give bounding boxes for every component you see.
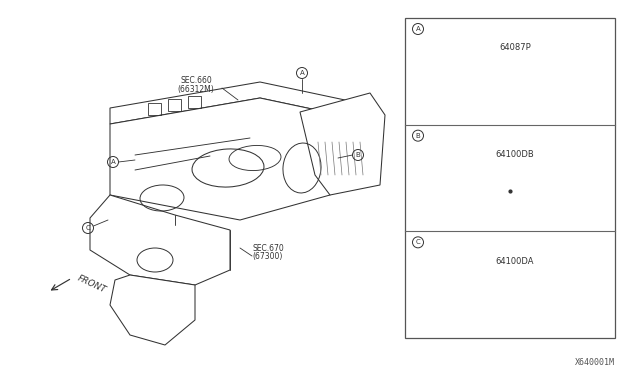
Text: B: B [415,133,420,139]
Text: 64100DB: 64100DB [495,150,534,159]
Ellipse shape [492,289,528,304]
Text: C: C [86,225,90,231]
Polygon shape [110,98,345,220]
Text: FRONT: FRONT [76,274,108,295]
Polygon shape [110,275,195,345]
Polygon shape [110,82,345,124]
Ellipse shape [506,82,514,86]
Text: C: C [415,239,420,245]
Text: B: B [356,152,360,158]
Polygon shape [300,93,385,195]
Polygon shape [90,195,230,285]
Text: (66312M): (66312M) [178,84,214,93]
Bar [405,18,615,338]
Text: (67300): (67300) [253,253,283,262]
Text: 64100DA: 64100DA [496,257,534,266]
Text: A: A [415,26,420,32]
Text: SEC.670: SEC.670 [252,244,284,253]
Text: 64087P: 64087P [499,44,531,52]
Text: X640001M: X640001M [575,358,615,367]
Ellipse shape [481,285,539,310]
Text: A: A [300,70,305,76]
Ellipse shape [495,78,525,91]
Text: A: A [111,159,115,165]
Text: SEC.660: SEC.660 [180,76,212,84]
Ellipse shape [500,292,520,301]
Ellipse shape [502,81,518,88]
Ellipse shape [484,73,536,95]
